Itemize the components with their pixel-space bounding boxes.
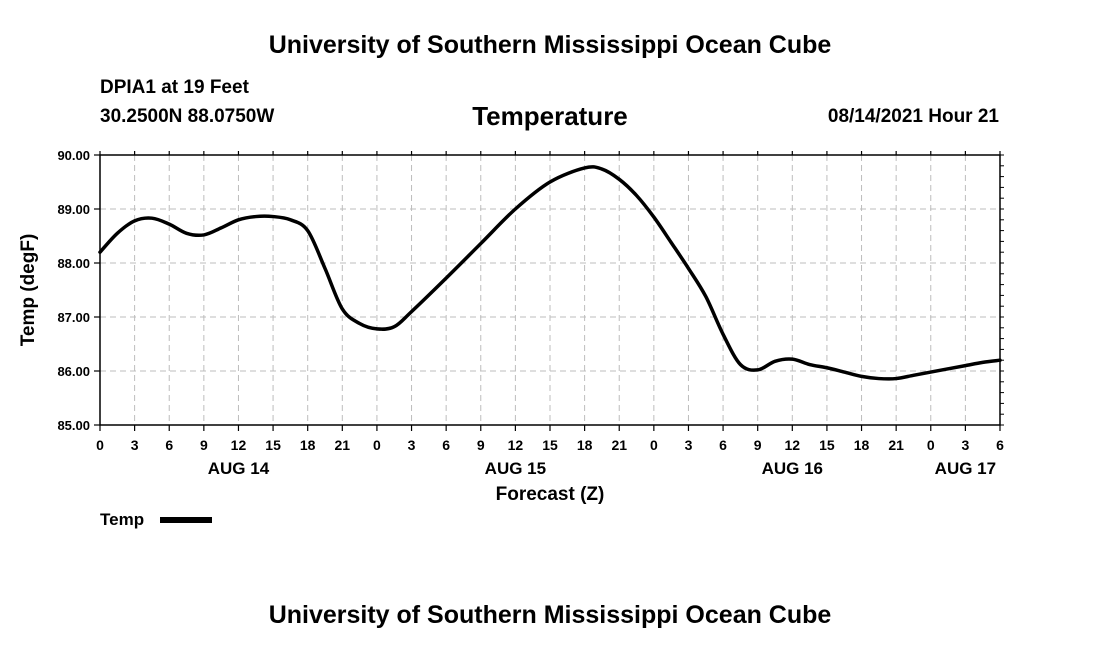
x-tick-label: 15 [819,437,835,453]
x-tick-label: 0 [373,437,381,453]
x-tick-label: 6 [719,437,727,453]
date-label: AUG 15 [485,459,546,478]
y-tick-label: 88.00 [57,256,90,271]
x-tick-label: 21 [888,437,904,453]
x-tick-label: 6 [165,437,173,453]
legend-label: Temp [100,510,144,529]
x-tick-label: 3 [408,437,416,453]
date-labels: AUG 14 AUG 15 AUG 16 AUG 17 [208,459,996,478]
x-tick-label: 9 [754,437,762,453]
x-tick-label: 0 [650,437,658,453]
x-tick-label: 15 [542,437,558,453]
y-tick-label: 85.00 [57,418,90,433]
x-tick-label: 6 [442,437,450,453]
x-tick-label: 0 [96,437,104,453]
x-tick-labels: 0 3 6 9 12 15 18 21 0 3 6 9 12 15 18 21 0 3 6 9 12 15 18 21 0 3 6 [96,437,1004,453]
plot-frame [99,154,1001,426]
x-tick-label: 0 [927,437,935,453]
x-tick-label: 9 [200,437,208,453]
timestamp-label: 08/14/2021 Hour 21 [827,106,999,127]
x-tick-label: 6 [996,437,1004,453]
date-label: AUG 16 [762,459,823,478]
top-title: University of Southern Mississippi Ocean… [268,31,832,59]
x-tick-label: 9 [477,437,485,453]
x-tick-label: 12 [231,437,247,453]
coordinates-label: 30.2500N 88.0750W [100,106,275,127]
bottom-title: University of Southern Mississippi Ocean… [268,601,832,629]
x-tick-label: 12 [785,437,801,453]
x-tick-label: 3 [131,437,139,453]
chart-title: Temperature [472,101,628,131]
y-tick-label: 87.00 [57,310,90,325]
x-tick-label: 18 [577,437,593,453]
axis-ticks [94,151,1004,431]
x-tick-label: 21 [611,437,627,453]
y-tick-label: 89.00 [57,202,90,217]
y-tick-label: 86.00 [57,364,90,379]
date-label: AUG 17 [935,459,996,478]
x-tick-label: 18 [854,437,870,453]
date-label: AUG 14 [208,459,270,478]
grid-lines [100,155,1000,425]
x-tick-label: 3 [685,437,693,453]
x-axis-label: Forecast (Z) [496,484,605,505]
x-tick-label: 18 [300,437,316,453]
x-tick-label: 3 [961,437,969,453]
x-tick-label: 21 [335,437,351,453]
station-label: DPIA1 at 19 Feet [100,77,249,98]
y-axis-label: Temp (degF) [18,234,39,347]
series-temp-line [98,165,1002,381]
y-tick-label: 90.00 [57,148,90,163]
x-tick-label: 12 [508,437,524,453]
x-tick-label: 15 [265,437,281,453]
y-tick-labels: 85.00 86.00 87.00 88.00 89.00 90.00 [57,148,90,433]
